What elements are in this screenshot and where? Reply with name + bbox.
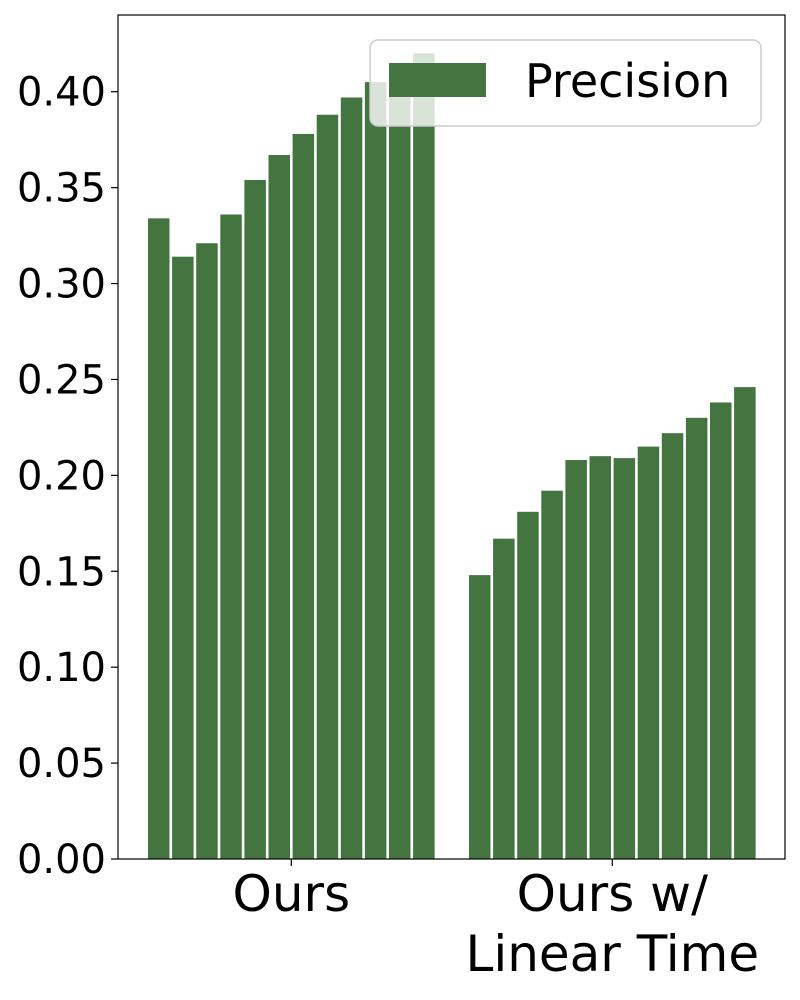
y-tick-label: 0.35 [17,166,106,212]
bar [685,417,708,859]
y-tick-label: 0.40 [17,70,106,116]
bar [469,575,491,859]
bar [389,72,411,859]
x-tick-label: Ours w/ [517,865,708,923]
y-tick-label: 0.20 [17,453,106,499]
bar [541,490,563,859]
bar [493,538,515,859]
x-axis: Ours Ours w/Linear Time [232,859,759,983]
bar [517,511,539,859]
bars-layer [148,53,756,860]
bar [413,53,435,859]
bar [292,133,315,860]
y-tick-label: 0.00 [17,837,106,883]
bar [613,458,636,859]
y-tick-label: 0.15 [17,549,106,595]
bar [565,460,587,859]
bar [734,387,756,859]
y-tick-label: 0.10 [17,645,106,691]
plot-frame [117,14,786,860]
y-tick-label: 0.25 [17,357,106,403]
x-tick-label: Linear Time [465,925,759,983]
legend-box [369,39,762,127]
bar [661,433,684,859]
bar [340,97,363,860]
bar [589,456,611,859]
bar [637,446,660,859]
legend: Precision [369,39,762,127]
bar [196,243,218,859]
bar [244,179,266,860]
y-tick-label: 0.30 [17,262,106,308]
bar [268,155,290,859]
y-tick-label: 0.05 [17,741,106,787]
bar [710,402,732,859]
x-tick-label: Ours [232,865,350,923]
bar [148,218,170,859]
bar [364,82,387,860]
y-axis: 0.00 0.05 0.10 0.15 0.20 0.25 0.30 0.35 0.40 [17,70,118,883]
legend-swatch [389,63,486,97]
bar [220,214,242,859]
legend-label: Precision [525,54,730,108]
bar [316,114,339,859]
bar [172,256,194,859]
